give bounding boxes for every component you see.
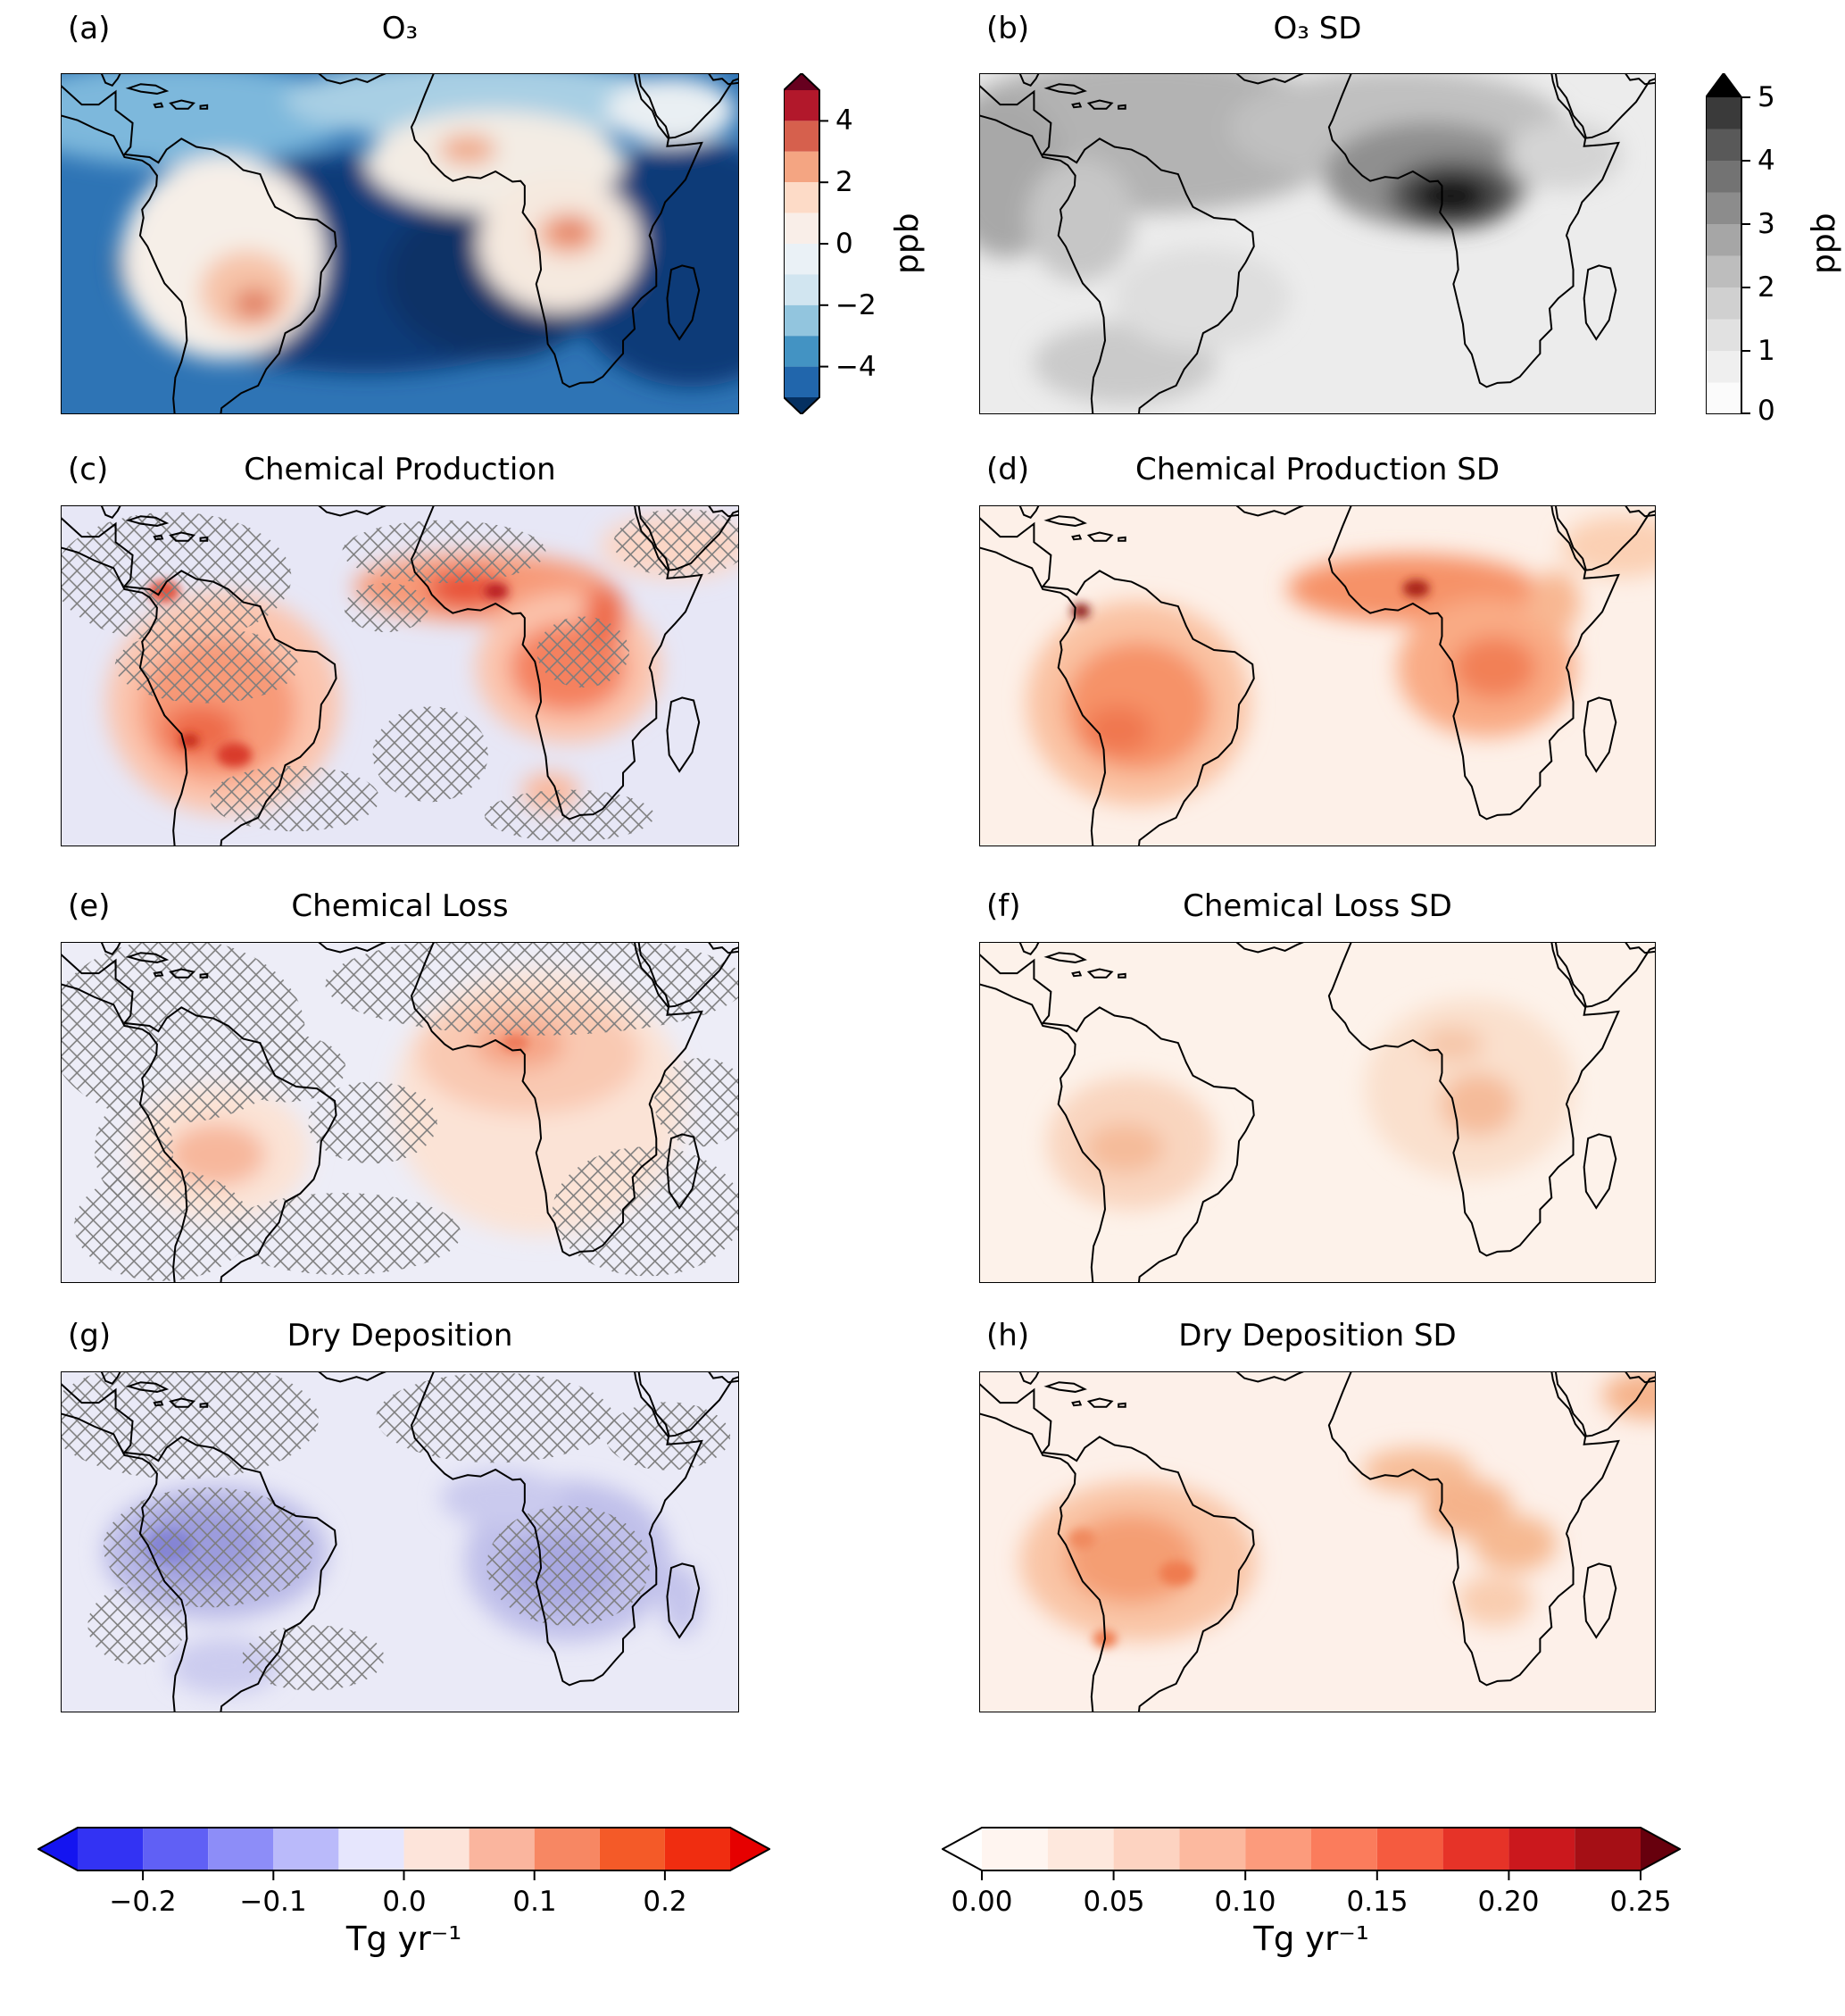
colorbar-flux: −0.2 −0.1 0.0 0.1 0.2 Tg yr⁻¹ — [36, 1827, 772, 1987]
tick-label: 2 — [835, 166, 853, 198]
panel-b-title: O₃ SD — [1273, 11, 1362, 46]
colorbar-o3-sd: 5 4 3 2 1 0 ppb — [1705, 71, 1845, 427]
tick-label: 0.00 — [951, 1886, 1013, 1918]
colorbar-segments — [943, 1828, 1680, 1870]
contour-shading — [979, 73, 1623, 404]
tick-label: 3 — [1758, 208, 1775, 240]
tick-marks — [819, 120, 828, 368]
tick-label: 0.0 — [382, 1886, 427, 1918]
map-dry-deposition — [61, 1371, 739, 1712]
tick-label: −4 — [835, 351, 877, 383]
panel-h: (h) Dry Deposition SD — [979, 1318, 1656, 1712]
panel-g-label: (g) — [68, 1318, 112, 1354]
tick-label: 4 — [1758, 145, 1775, 177]
panel-a-title: O₃ — [381, 11, 419, 46]
panel-h-title: Dry Deposition SD — [1178, 1318, 1457, 1354]
panel-e-title: Chemical Loss — [291, 888, 509, 924]
colorbar-flux-sd: 0.00 0.05 0.10 0.15 0.20 0.25 Tg yr⁻¹ — [940, 1827, 1683, 1987]
colorbar-o3: 4 2 0 −2 −4 ppb — [783, 71, 953, 416]
panel-d: (d) Chemical Production SD — [979, 452, 1656, 846]
panel-h-label: (h) — [986, 1318, 1030, 1354]
panel-b: (b) O₃ SD — [979, 11, 1656, 414]
tick-label: −0.2 — [109, 1886, 177, 1918]
tick-label: 5 — [1758, 81, 1775, 113]
panel-g-title-row: (g) Dry Deposition — [61, 1318, 739, 1371]
tick-label: 0.10 — [1214, 1886, 1276, 1918]
panel-a: (a) O₃ — [61, 11, 739, 414]
panel-h-title-row: (h) Dry Deposition SD — [979, 1318, 1656, 1371]
panel-e-title-row: (e) Chemical Loss — [61, 888, 739, 942]
map-chemical-production — [61, 505, 739, 846]
tick-label: 0.1 — [512, 1886, 557, 1918]
map-chemical-loss — [61, 942, 739, 1283]
panel-d-label: (d) — [986, 452, 1030, 487]
tick-label: 0.15 — [1346, 1886, 1409, 1918]
colorbar-segments — [38, 1828, 769, 1870]
map-chemical-production-sd — [979, 505, 1656, 846]
map-o3-sd — [979, 73, 1656, 414]
tick-label: 0 — [835, 228, 853, 260]
colorbar-o3-sd-bar — [1705, 71, 1750, 415]
panel-b-title-row: (b) O₃ SD — [979, 11, 1656, 73]
colorbar-flux-sd-bar — [940, 1827, 1683, 1880]
panel-b-label: (b) — [986, 11, 1030, 46]
tick-label: 0.20 — [1477, 1886, 1540, 1918]
panel-c-title: Chemical Production — [244, 452, 556, 487]
panel-g-title: Dry Deposition — [287, 1318, 513, 1354]
contour-hotspots — [502, 1034, 529, 1053]
colorbar-o3-bar — [783, 71, 828, 416]
hatch-overlay — [61, 942, 739, 1281]
panel-f-label: (f) — [986, 888, 1021, 924]
panel-f-title: Chemical Loss SD — [1183, 888, 1452, 924]
panel-f: (f) Chemical Loss SD — [979, 888, 1656, 1283]
colorbar-o3-unit-label: ppb — [889, 212, 926, 275]
tick-label: 2 — [1758, 271, 1775, 304]
panel-e-label: (e) — [68, 888, 111, 924]
colorbar-flux-sd-unit-label: Tg yr⁻¹ — [1253, 1920, 1369, 1958]
panel-c-title-row: (c) Chemical Production — [61, 452, 739, 505]
panel-a-label: (a) — [68, 11, 111, 46]
tick-label: 0.2 — [643, 1886, 687, 1918]
colorbar-segments — [1706, 73, 1741, 414]
tick-label: 0.05 — [1083, 1886, 1145, 1918]
tick-label: 0.25 — [1609, 1886, 1672, 1918]
map-dry-deposition-sd — [979, 1371, 1656, 1712]
panel-a-title-row: (a) O₃ — [61, 11, 739, 73]
panel-f-title-row: (f) Chemical Loss SD — [979, 888, 1656, 942]
panel-d-title: Chemical Production SD — [1134, 452, 1500, 487]
panel-c-label: (c) — [68, 452, 109, 487]
tick-marks — [142, 1870, 666, 1880]
tick-label: 0 — [1758, 395, 1775, 427]
tick-label: −2 — [835, 289, 877, 321]
tick-label: −0.1 — [239, 1886, 307, 1918]
tick-label: 1 — [1758, 335, 1775, 367]
panel-c: (c) Chemical Production — [61, 452, 739, 846]
colorbar-segments — [784, 73, 819, 414]
colorbar-flux-bar — [36, 1827, 772, 1880]
colorbar-o3-sd-unit-label: ppb — [1806, 212, 1842, 275]
tick-marks — [981, 1870, 1641, 1880]
panel-d-title-row: (d) Chemical Production SD — [979, 452, 1656, 505]
panel-g: (g) Dry Deposition — [61, 1318, 739, 1712]
map-chemical-loss-sd — [979, 942, 1656, 1283]
map-o3 — [61, 73, 739, 414]
contour-shading — [61, 73, 739, 387]
colorbar-flux-unit-label: Tg yr⁻¹ — [345, 1920, 462, 1958]
tick-marks — [1741, 96, 1750, 414]
tick-label: 4 — [835, 104, 853, 137]
panel-e: (e) Chemical Loss — [61, 888, 739, 1283]
